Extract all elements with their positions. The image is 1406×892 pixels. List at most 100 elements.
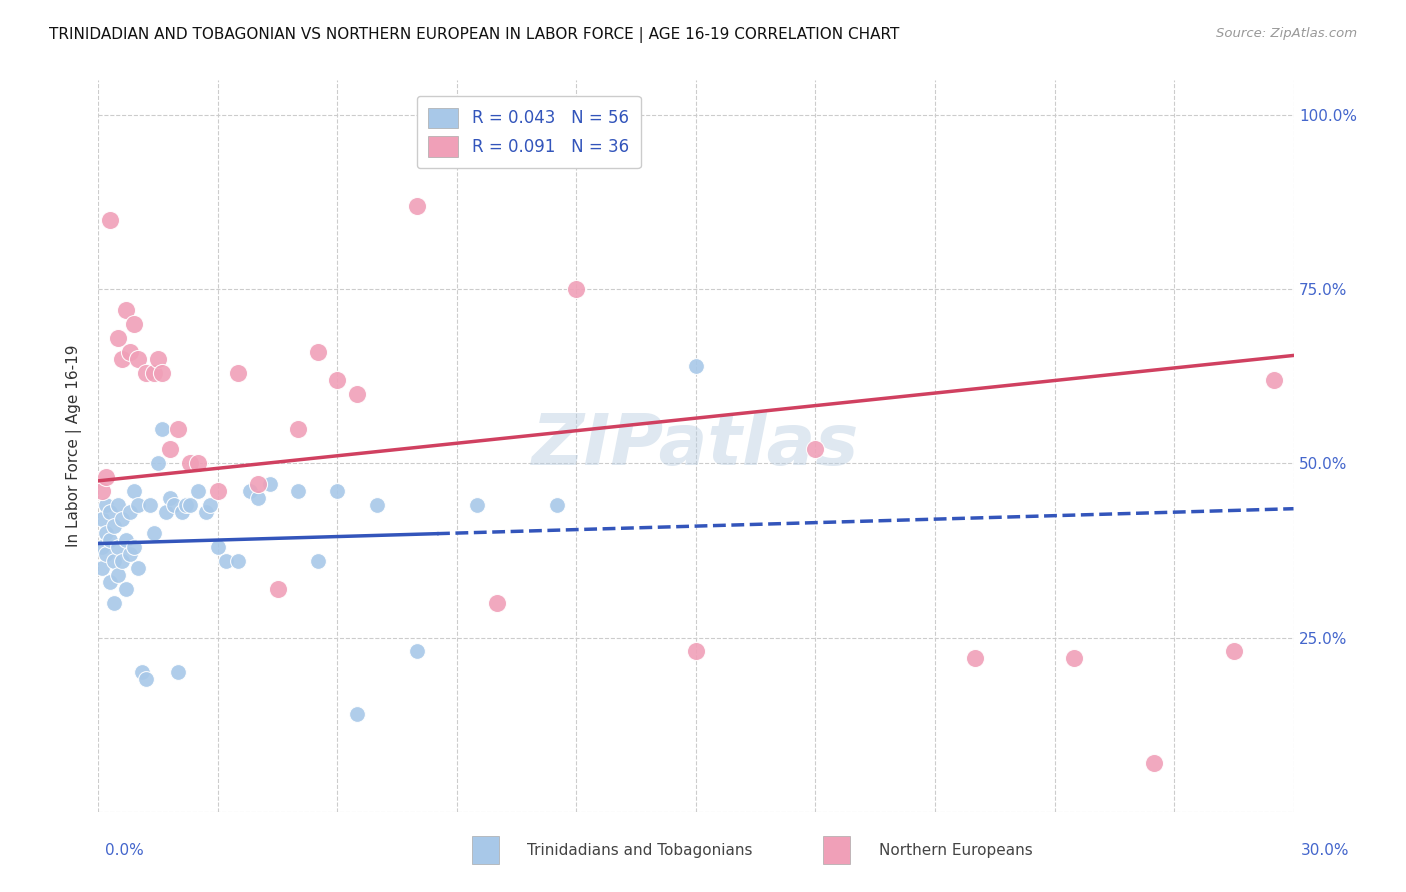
Point — [346, 707, 368, 722]
Point — [143, 366, 166, 380]
Point — [198, 498, 221, 512]
Point — [406, 199, 429, 213]
Point — [406, 644, 429, 658]
Point — [226, 554, 249, 568]
Point — [485, 596, 508, 610]
Point — [115, 582, 138, 596]
Point — [565, 282, 588, 296]
Point — [127, 561, 149, 575]
Point — [226, 366, 249, 380]
Point — [127, 351, 149, 366]
Text: ZIPatlas: ZIPatlas — [533, 411, 859, 481]
Text: Source: ZipAtlas.com: Source: ZipAtlas.com — [1216, 27, 1357, 40]
Point — [91, 484, 114, 499]
Point — [111, 351, 134, 366]
Point — [120, 547, 142, 561]
Point — [174, 498, 197, 512]
Point — [103, 554, 125, 568]
Point — [159, 491, 181, 506]
Point — [103, 519, 125, 533]
Point — [307, 345, 329, 359]
Point — [1063, 651, 1085, 665]
Point — [195, 505, 218, 519]
Point — [1223, 644, 1246, 658]
Point — [163, 498, 186, 512]
Point — [207, 540, 229, 554]
Point — [124, 317, 146, 331]
Point — [1143, 756, 1166, 770]
Point — [131, 665, 153, 680]
Text: Trinidadians and Tobagonians: Trinidadians and Tobagonians — [527, 843, 752, 857]
Point — [179, 498, 201, 512]
Point — [98, 574, 122, 589]
Point — [685, 359, 707, 373]
Point — [172, 505, 194, 519]
Point — [155, 505, 177, 519]
Point — [148, 351, 170, 366]
Point — [326, 484, 349, 499]
Point — [446, 108, 468, 122]
Point — [167, 665, 190, 680]
Point — [107, 567, 129, 582]
Point — [685, 644, 707, 658]
Point — [98, 212, 122, 227]
Point — [346, 386, 368, 401]
Point — [111, 554, 134, 568]
Point — [187, 484, 209, 499]
Text: Northern Europeans: Northern Europeans — [879, 843, 1032, 857]
Point — [246, 491, 269, 506]
Point — [111, 512, 134, 526]
Point — [546, 498, 568, 512]
Point — [98, 533, 122, 547]
Point — [124, 540, 146, 554]
Point — [179, 457, 201, 471]
Point — [124, 484, 146, 499]
Legend: R = 0.043   N = 56, R = 0.091   N = 36: R = 0.043 N = 56, R = 0.091 N = 36 — [416, 96, 641, 169]
Text: 0.0%: 0.0% — [105, 843, 145, 857]
Point — [107, 540, 129, 554]
Point — [246, 477, 269, 491]
Point — [150, 366, 173, 380]
Point — [135, 366, 157, 380]
Point — [91, 540, 114, 554]
Point — [366, 498, 388, 512]
Point — [135, 673, 157, 687]
Point — [159, 442, 181, 457]
Point — [148, 457, 170, 471]
Point — [127, 498, 149, 512]
Point — [120, 345, 142, 359]
Point — [96, 547, 118, 561]
Point — [963, 651, 986, 665]
Point — [215, 554, 238, 568]
Point — [115, 303, 138, 318]
Text: TRINIDADIAN AND TOBAGONIAN VS NORTHERN EUROPEAN IN LABOR FORCE | AGE 16-19 CORRE: TRINIDADIAN AND TOBAGONIAN VS NORTHERN E… — [49, 27, 900, 43]
Point — [1263, 373, 1285, 387]
Point — [91, 561, 114, 575]
Point — [96, 470, 118, 484]
Point — [107, 498, 129, 512]
Point — [167, 421, 190, 435]
Point — [96, 526, 118, 541]
Point — [804, 442, 827, 457]
Point — [465, 498, 488, 512]
Point — [98, 505, 122, 519]
Point — [287, 421, 309, 435]
Point — [139, 498, 162, 512]
Y-axis label: In Labor Force | Age 16-19: In Labor Force | Age 16-19 — [66, 344, 83, 548]
Point — [91, 512, 114, 526]
Point — [307, 554, 329, 568]
Point — [207, 484, 229, 499]
Point — [267, 582, 290, 596]
Point — [115, 533, 138, 547]
Point — [287, 484, 309, 499]
Point — [103, 596, 125, 610]
Point — [239, 484, 262, 499]
Point — [259, 477, 281, 491]
Point — [150, 421, 173, 435]
Point — [120, 505, 142, 519]
Point — [187, 457, 209, 471]
Point — [143, 526, 166, 541]
Point — [326, 373, 349, 387]
Point — [107, 331, 129, 345]
Point — [96, 498, 118, 512]
